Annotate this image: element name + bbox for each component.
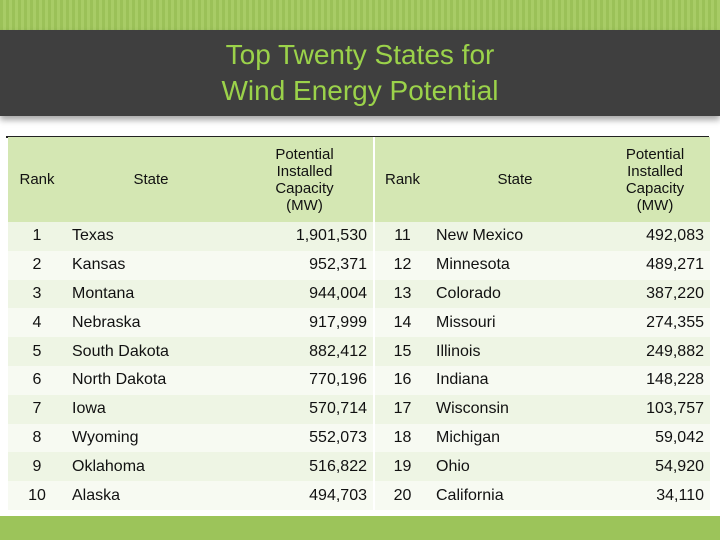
capacity-cell-left: 552,073	[309, 428, 367, 446]
table-row: 8 Wyoming 552,073 18 Michigan 59,042	[8, 423, 710, 453]
table-row: 5 South Dakota 882,412 15 Illinois 249,882	[8, 337, 710, 366]
header-capacity-right: Potential Installed Capacity (MW)	[625, 145, 685, 214]
capacity-cell-left: 770,196	[309, 371, 367, 389]
title-banner: Top Twenty States for Wind Energy Potent…	[0, 30, 720, 116]
rank-cell-right: 17	[373, 394, 430, 424]
state-cell-left: Iowa	[72, 400, 106, 418]
table-row: 1 Texas 1,901,530 11 New Mexico 492,083	[8, 222, 710, 251]
rank-cell-right: 19	[373, 452, 430, 482]
rank-cell-right: 15	[373, 337, 430, 366]
rank-cell-left: 3	[32, 284, 42, 302]
state-cell-right: Wisconsin	[436, 400, 509, 418]
slide-title-line-1: Top Twenty States for	[225, 39, 495, 70]
state-cell-right: Colorado	[436, 284, 501, 302]
rank-cell-left: 10	[28, 486, 46, 504]
state-cell-right: Illinois	[436, 342, 481, 360]
state-cell-left: Alaska	[72, 486, 121, 504]
state-cell-right: Michigan	[436, 428, 501, 446]
table-header-row: Rank State Potential Installed Capacity …	[8, 137, 710, 222]
table-row: 6 North Dakota 770,196 16 Indiana 148,228	[8, 365, 710, 395]
table-row: 4 Nebraska 917,999 14 Missouri 274,355	[8, 308, 710, 338]
table-container: Rank State Potential Installed Capacity …	[8, 137, 710, 510]
capacity-cell-right: 249,882	[646, 342, 704, 360]
top-stripe-decoration	[0, 0, 720, 30]
rank-cell-right: 12	[373, 250, 430, 280]
table-row: 7 Iowa 570,714 17 Wisconsin 103,757	[8, 394, 710, 424]
rank-cell-right: 16	[373, 365, 430, 395]
rank-cell-right: 11	[373, 222, 430, 251]
rank-cell-left: 7	[32, 400, 42, 418]
capacity-cell-right: 387,220	[646, 284, 704, 302]
capacity-cell-left: 1,901,530	[295, 227, 367, 245]
capacity-cell-right: 148,228	[646, 371, 704, 389]
capacity-cell-right: 492,083	[646, 227, 704, 245]
capacity-cell-right: 489,271	[646, 256, 704, 274]
header-rank-right: Rank	[373, 137, 430, 222]
capacity-cell-left: 952,371	[309, 256, 367, 274]
state-cell-left: Oklahoma	[72, 457, 145, 475]
state-cell-right: Indiana	[436, 371, 489, 389]
capacity-cell-right: 274,355	[646, 313, 704, 331]
rank-cell-right: 18	[373, 423, 430, 453]
slide-title-line-2: Wind Energy Potential	[221, 75, 499, 106]
state-cell-left: North Dakota	[72, 371, 167, 389]
rank-cell-left: 1	[32, 227, 42, 245]
state-cell-left: Montana	[72, 284, 135, 302]
table-body: 1 Texas 1,901,530 11 New Mexico 492,083 2 Kansa…	[8, 222, 710, 510]
header-state-left: State	[133, 171, 169, 188]
rank-cell-left: 8	[32, 428, 42, 446]
rank-cell-left: 4	[32, 313, 42, 331]
table-row: 2 Kansas 952,371 12 Minnesota 489,271	[8, 250, 710, 280]
capacity-cell-left: 570,714	[309, 400, 367, 418]
table-row: 9 Oklahoma 516,822 19 Ohio 54,920	[8, 452, 710, 482]
state-cell-left: Wyoming	[72, 428, 139, 446]
state-cell-right: Ohio	[436, 457, 470, 475]
rank-cell-right: 20	[373, 481, 430, 510]
state-cell-right: Minnesota	[436, 256, 510, 274]
header-state-right: State	[497, 171, 533, 188]
state-cell-left: Nebraska	[72, 313, 141, 331]
state-cell-right: New Mexico	[436, 227, 524, 245]
state-cell-left: Kansas	[72, 256, 126, 274]
rank-cell-left: 5	[32, 342, 42, 360]
capacity-cell-left: 882,412	[309, 342, 367, 360]
rank-cell-left: 9	[32, 457, 42, 475]
state-cell-left: South Dakota	[72, 342, 169, 360]
capacity-cell-right: 103,757	[646, 400, 704, 418]
capacity-cell-left: 494,703	[309, 486, 367, 504]
capacity-cell-right: 34,110	[656, 486, 704, 504]
rank-cell-left: 6	[32, 371, 42, 389]
state-cell-right: Missouri	[436, 313, 496, 331]
state-cell-right: California	[436, 486, 504, 504]
capacity-cell-left: 917,999	[309, 313, 367, 331]
header-rank-left: Rank	[19, 171, 55, 188]
capacity-cell-left: 516,822	[309, 457, 367, 475]
table-row: 3 Montana 944,004 13 Colorado 387,220	[8, 279, 710, 309]
wind-potential-table: Rank State Potential Installed Capacity …	[8, 137, 710, 510]
state-cell-left: Texas	[72, 227, 114, 245]
capacity-cell-right: 59,042	[655, 428, 704, 446]
header-capacity-left: Potential Installed Capacity (MW)	[275, 145, 334, 214]
rank-cell-left: 2	[32, 256, 42, 274]
table-row: 10 Alaska 494,703 20 California 34,110	[8, 481, 710, 510]
capacity-cell-right: 54,920	[655, 457, 704, 475]
bottom-bar-decoration	[0, 516, 720, 540]
capacity-cell-left: 944,004	[309, 284, 367, 302]
slide-title: Top Twenty States for Wind Energy Potent…	[221, 37, 498, 109]
rank-cell-right: 13	[373, 279, 430, 309]
rank-cell-right: 14	[373, 308, 430, 338]
